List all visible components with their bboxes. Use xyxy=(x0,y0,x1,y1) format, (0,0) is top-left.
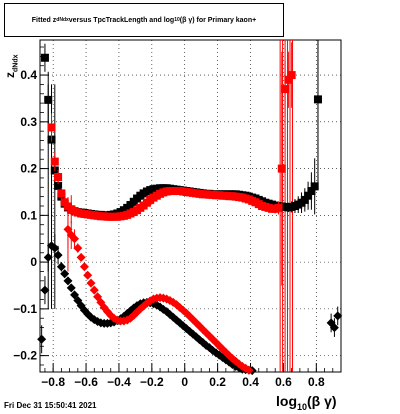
data-point-s3-2 xyxy=(70,234,80,244)
x-tick-label-5: 0.2 xyxy=(209,375,226,389)
data-point-s1-73 xyxy=(287,71,296,80)
data-point-s2-9 xyxy=(66,283,76,293)
data-point-s0-80 xyxy=(304,191,313,200)
x-axis-label: log10(β γ) xyxy=(276,393,337,412)
x-tick-label-4: 0 xyxy=(181,375,188,389)
title-sub2: 10 xyxy=(174,17,180,23)
x-tick-label-6: 0.4 xyxy=(242,375,259,389)
data-point-s1-4 xyxy=(60,198,69,207)
data-point-s2-2 xyxy=(43,252,53,262)
ylabel-main: z xyxy=(3,72,17,78)
y-tick-label-4: 0.2 xyxy=(20,162,37,176)
data-point-s3-6 xyxy=(83,270,93,280)
data-point-s1-2 xyxy=(54,173,63,182)
x-tick-label-2: −0.4 xyxy=(107,375,131,389)
xlabel-main: log xyxy=(276,393,297,409)
data-point-s1-3 xyxy=(57,189,66,198)
data-point-s1-71 xyxy=(281,85,290,94)
data-point-s2-7 xyxy=(60,269,70,279)
data-point-s1-72 xyxy=(284,75,293,84)
y-tick-label-2: 0 xyxy=(30,255,37,269)
data-point-s3-4 xyxy=(76,252,86,262)
y-tick-label-5: 0.3 xyxy=(20,115,37,129)
data-point-s3-55 xyxy=(244,365,254,375)
x-tick-label-3: −0.2 xyxy=(140,375,164,389)
data-point-s0-1 xyxy=(44,95,53,104)
data-point-s1-1 xyxy=(50,157,59,166)
data-point-s2-1 xyxy=(40,285,50,295)
ylabel-sub: dNdx xyxy=(12,54,20,73)
data-point-s1-0 xyxy=(47,123,56,132)
data-point-s0-0 xyxy=(40,53,49,62)
footer-timestamp: Fri Dec 31 15:50:41 2021 xyxy=(4,401,97,410)
data-point-s0-82 xyxy=(310,182,319,191)
y-tick-label-0: −0.2 xyxy=(13,349,37,363)
data-point-s2-6 xyxy=(56,262,66,272)
data-point-s3-5 xyxy=(79,262,89,272)
xlabel-post: (β γ) xyxy=(307,393,337,409)
data-point-s2-67 xyxy=(333,311,343,321)
x-tick-label-8: 0.8 xyxy=(308,375,325,389)
x-tick-label-0: −0.8 xyxy=(41,375,65,389)
x-tick-label-1: −0.6 xyxy=(74,375,98,389)
y-tick-label-6: 0.4 xyxy=(20,68,37,82)
title-pre: Fitted z xyxy=(31,16,57,24)
data-point-s3-7 xyxy=(86,278,96,288)
title-post: (β γ) for Primary kaon+ xyxy=(179,16,257,24)
y-tick-label-3: 0.1 xyxy=(20,208,37,222)
y-axis-label: zdNdx xyxy=(3,55,19,79)
data-point-s2-66 xyxy=(329,323,339,333)
data-point-s0-81 xyxy=(307,187,316,196)
title-sub1: dNdx xyxy=(56,17,69,23)
data-point-s3-8 xyxy=(89,285,99,295)
x-tick-label-7: 0.6 xyxy=(275,375,292,389)
data-point-s1-70 xyxy=(277,164,286,173)
data-point-s2-5 xyxy=(53,250,63,260)
data-point-s0-79 xyxy=(300,195,309,204)
title-mid: versus TpcTrackLength and log xyxy=(68,16,175,24)
chart-title: Fitted z dNdx versus TpcTrackLength and l… xyxy=(4,3,284,37)
xlabel-sub: 10 xyxy=(297,401,308,412)
data-point-s1-69 xyxy=(274,203,283,212)
data-point-s0-83 xyxy=(313,95,322,104)
y-tick-label-1: −0.1 xyxy=(13,302,37,316)
data-point-s0-4 xyxy=(54,181,63,190)
data-point-s3-3 xyxy=(73,243,83,253)
data-point-s2-4 xyxy=(50,243,60,253)
data-point-s2-0 xyxy=(37,334,47,344)
data-point-s2-8 xyxy=(63,276,73,286)
